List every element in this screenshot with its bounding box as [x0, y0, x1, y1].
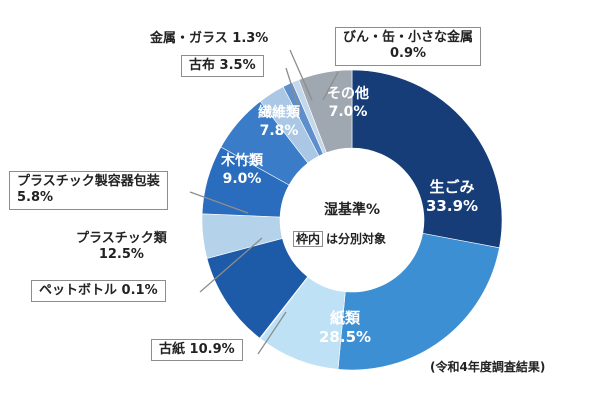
footnote: (令和4年度調査結果) [430, 360, 546, 374]
slice-1 [337, 233, 500, 371]
slice-label-pla-youki: プラスチック製容器包装 5.8% [9, 171, 168, 210]
leader-line-binkan [322, 71, 339, 101]
slice-label-pet: ペットボトル 0.1% [31, 280, 166, 303]
slice-label-shirui: 紙類 28.5% [319, 309, 372, 346]
center-title: 湿基準% [323, 202, 381, 218]
donut-slices [201, 69, 503, 371]
slice-label-namagomi: 生ごみ 33.9% [426, 178, 479, 215]
center-note-tag: 枠内 [293, 231, 324, 247]
slice-label-seni: 繊維類 7.8% [258, 105, 300, 139]
leader-line-koshi [257, 311, 287, 355]
leader-line-pla-youki [189, 191, 249, 214]
leader-line-kinzoku-glass [289, 49, 313, 101]
slice-label-koshi: 古紙 10.9% [151, 339, 243, 362]
slice-label-plastic: プラスチック類 12.5% [76, 231, 167, 263]
center-note-text: は分別対象 [326, 232, 387, 246]
slice-11 [298, 69, 353, 154]
slice-label-kofu: 古布 3.5% [181, 55, 264, 78]
leader-line-pet [199, 237, 263, 293]
slice-label-mokuchiku: 木竹類 9.0% [221, 153, 263, 187]
slice-label-sonota: その他 7.0% [327, 86, 369, 120]
center-note: 枠内 は分別対象 [293, 230, 386, 247]
slice-label-binkan: びん・缶・小さな金属 0.9% [335, 27, 482, 66]
leader-lines [189, 49, 339, 355]
slice-label-kinzoku-glass: 金属・ガラス 1.3% [150, 31, 269, 46]
leader-line-kofu [285, 67, 301, 113]
slice-0 [351, 69, 503, 249]
